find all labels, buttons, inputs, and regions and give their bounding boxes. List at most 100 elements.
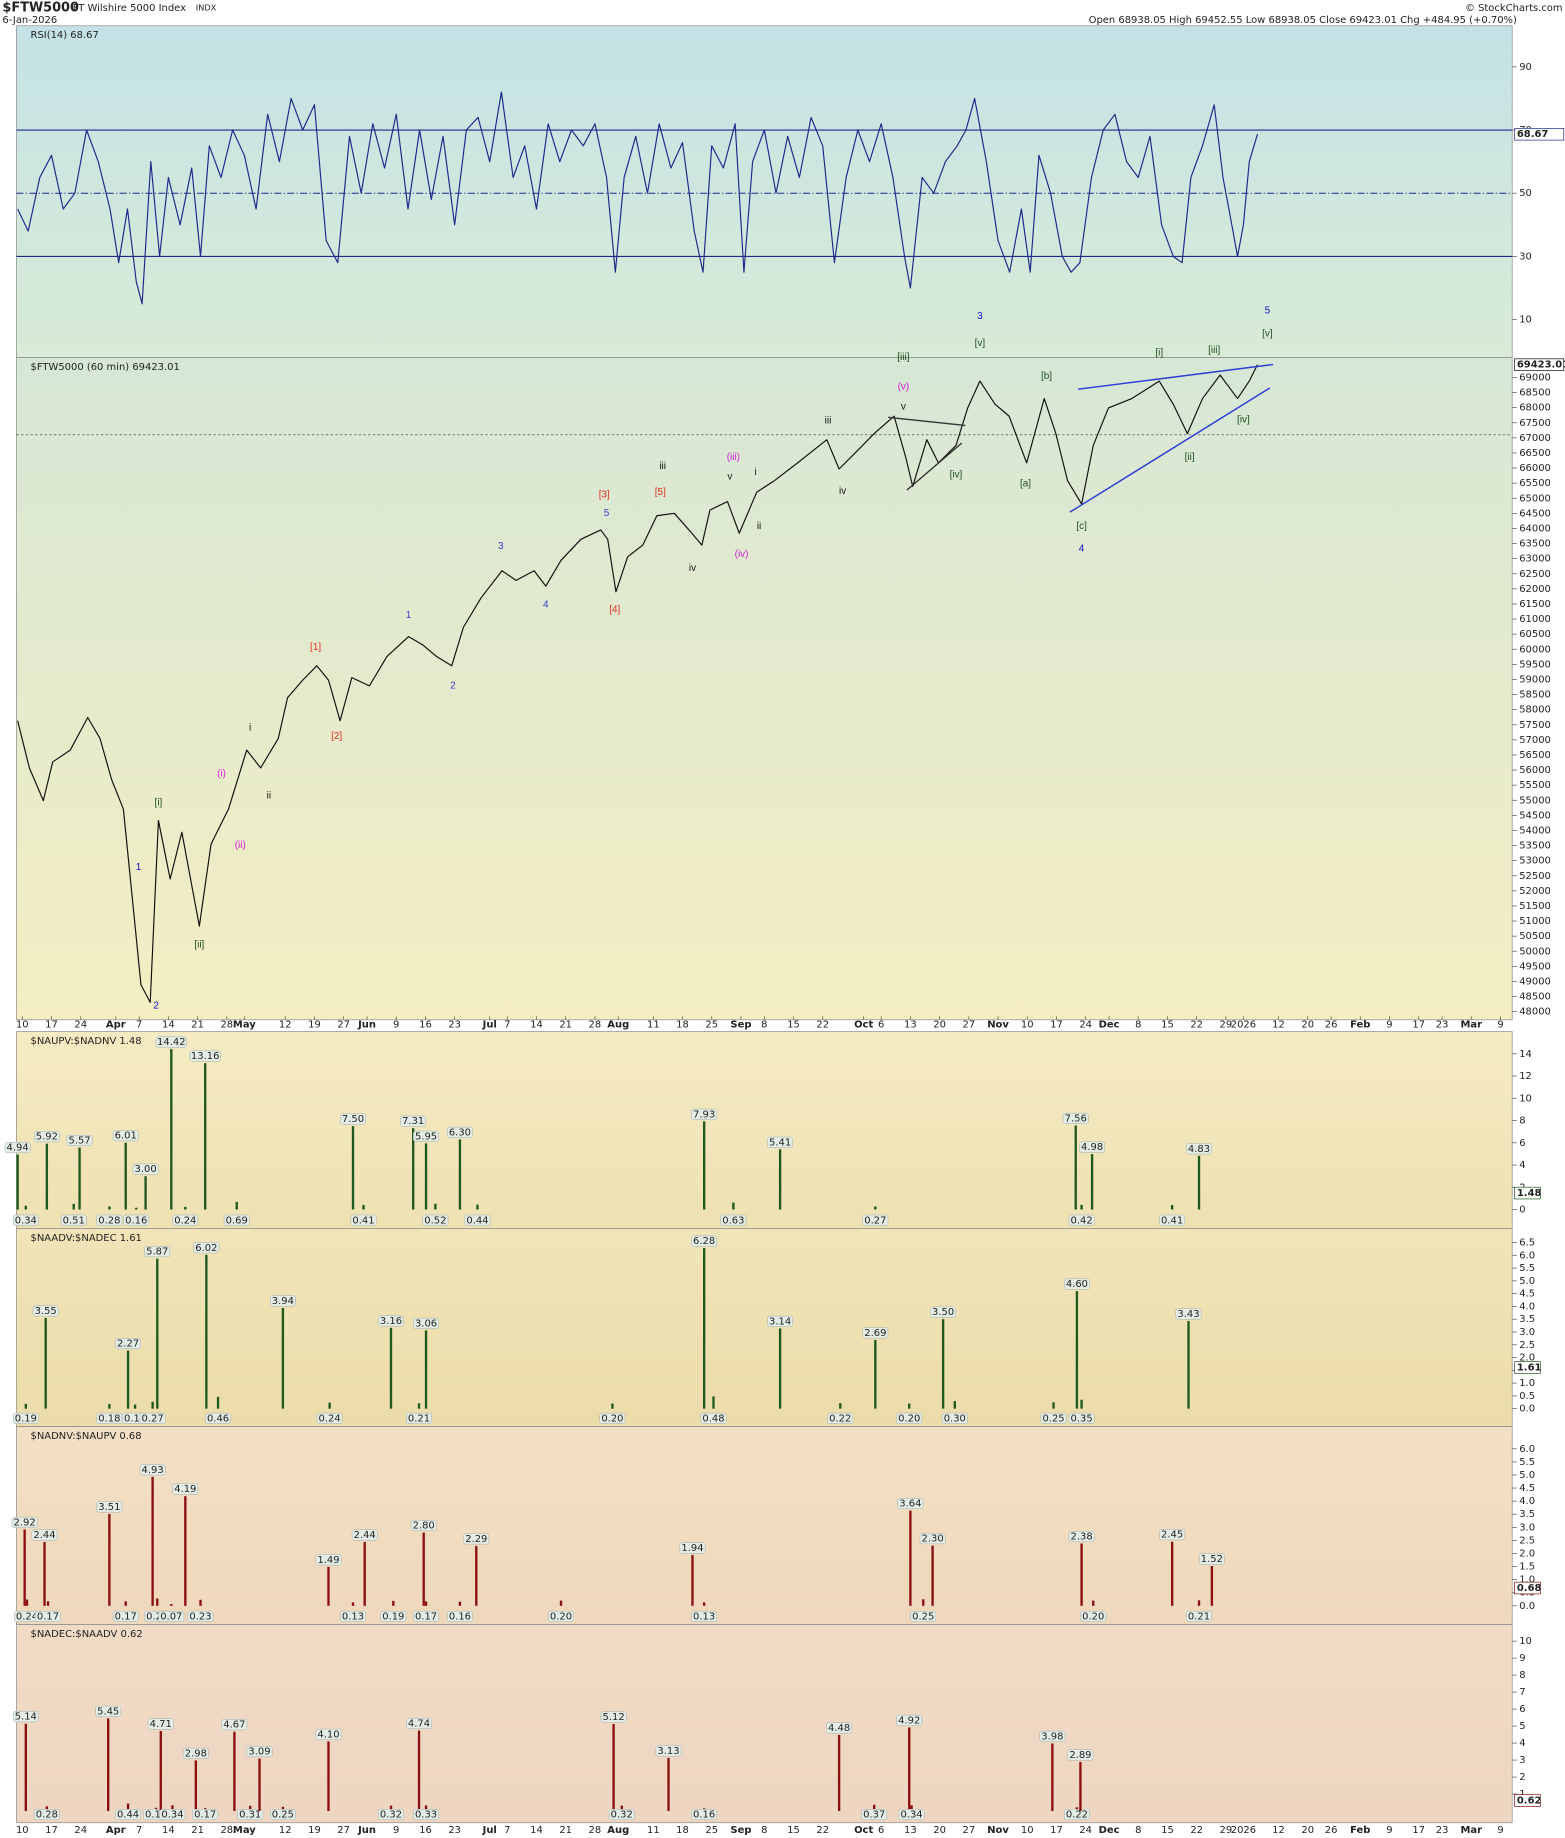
x-tick-label: Nov bbox=[987, 1019, 1009, 1030]
trend-line bbox=[888, 416, 966, 427]
value-label: 3.09 bbox=[248, 1747, 270, 1758]
value-label: 0.22 bbox=[1066, 1810, 1088, 1821]
value-label: 5.95 bbox=[415, 1131, 437, 1142]
value-label: 0.20 bbox=[1082, 1611, 1104, 1622]
x-tick-label: 12 bbox=[279, 1019, 292, 1030]
value-label: 0.19 bbox=[382, 1611, 404, 1622]
x-tick-label: 28 bbox=[589, 1825, 602, 1836]
value-label-box bbox=[350, 1214, 377, 1226]
bar bbox=[126, 1803, 130, 1812]
wave-label: [4] bbox=[609, 604, 620, 615]
value-label: 5.57 bbox=[68, 1136, 90, 1147]
bar bbox=[1090, 1154, 1094, 1210]
y-tick-label: 57000 bbox=[1519, 735, 1551, 746]
trend-line bbox=[1077, 363, 1274, 390]
wave-label: [i] bbox=[1155, 347, 1163, 358]
value-label: 0.25 bbox=[272, 1810, 294, 1821]
value-label-box bbox=[548, 1610, 574, 1622]
value-label-box bbox=[315, 1554, 342, 1566]
value-label: 0.44 bbox=[466, 1215, 488, 1226]
x-tick-label: Dec bbox=[1099, 1825, 1120, 1836]
value-label-box bbox=[410, 1520, 437, 1532]
value-label-box bbox=[155, 1036, 187, 1048]
value-label: 0.30 bbox=[944, 1413, 966, 1424]
bar bbox=[24, 1403, 27, 1409]
x-tick-label: Feb bbox=[1350, 1825, 1370, 1836]
value-label: 0.42 bbox=[1071, 1215, 1093, 1226]
bar bbox=[908, 1727, 911, 1812]
value-label-box bbox=[205, 1412, 231, 1424]
value-label-box bbox=[189, 1050, 221, 1062]
panel-background bbox=[16, 1624, 1513, 1824]
wave-label: (iv) bbox=[735, 549, 749, 560]
value-label-box bbox=[413, 1610, 439, 1622]
y-tick-label: 2 bbox=[1519, 1772, 1525, 1783]
x-tick-label: 22 bbox=[1190, 1019, 1203, 1030]
value-label-box bbox=[400, 1115, 427, 1127]
wave-label: 5 bbox=[1265, 305, 1271, 316]
value-label-box bbox=[139, 1464, 166, 1476]
y-tick-label: 54000 bbox=[1519, 825, 1551, 836]
value-label-box bbox=[691, 1108, 718, 1120]
bar bbox=[249, 1805, 252, 1812]
bar bbox=[107, 1718, 110, 1812]
value-label-box bbox=[1080, 1610, 1107, 1622]
value-label-box bbox=[144, 1246, 171, 1258]
wave-label: [v] bbox=[975, 338, 986, 349]
value-label-box bbox=[246, 1745, 273, 1758]
bar bbox=[233, 1731, 236, 1812]
bar bbox=[45, 1143, 49, 1210]
wave-label: ii bbox=[267, 791, 271, 802]
x-tick-label: Apr bbox=[106, 1019, 126, 1030]
last-value: 68.67 bbox=[1517, 129, 1549, 140]
value-label-box bbox=[33, 1131, 60, 1143]
value-label-box bbox=[147, 1718, 174, 1730]
y-tick-label: 52000 bbox=[1519, 886, 1551, 897]
wave-label: [iii] bbox=[897, 352, 909, 363]
bar bbox=[351, 1126, 355, 1210]
value-label: 6.28 bbox=[693, 1236, 715, 1247]
y-tick-label: 63000 bbox=[1519, 554, 1551, 565]
wave-label: [a] bbox=[1020, 479, 1031, 490]
y-tick-label: 62500 bbox=[1519, 569, 1551, 580]
panel-background bbox=[16, 1031, 1513, 1229]
value-label: 3.06 bbox=[415, 1318, 437, 1329]
value-label: 0.34 bbox=[161, 1810, 183, 1821]
bar bbox=[281, 1806, 285, 1812]
value-label-box bbox=[1064, 1278, 1090, 1290]
value-label-box bbox=[600, 1711, 627, 1723]
bar bbox=[194, 1760, 198, 1812]
value-label-box bbox=[447, 1126, 473, 1138]
value-label-box bbox=[172, 1483, 199, 1495]
last-value-box bbox=[1514, 1186, 1541, 1200]
x-tick-label: 10 bbox=[16, 1825, 29, 1836]
value-label: 0.48 bbox=[702, 1413, 724, 1424]
bar bbox=[424, 1330, 428, 1409]
value-label: 2.29 bbox=[465, 1534, 487, 1545]
x-tick-label: Oct bbox=[854, 1825, 873, 1836]
value-label: 6.01 bbox=[115, 1131, 137, 1142]
bar bbox=[389, 1805, 393, 1812]
value-label-box bbox=[464, 1214, 491, 1226]
bar bbox=[124, 1601, 127, 1606]
bar bbox=[46, 1601, 50, 1606]
y-tick-label: 67000 bbox=[1519, 433, 1551, 444]
copyright: © StockCharts.com bbox=[1465, 3, 1563, 14]
value-label-box bbox=[930, 1306, 957, 1318]
bar bbox=[184, 1496, 187, 1606]
bar bbox=[873, 1804, 876, 1812]
value-label-box bbox=[447, 1610, 473, 1622]
last-value: 1.48 bbox=[1517, 1188, 1542, 1199]
value-label: 3.13 bbox=[657, 1746, 679, 1757]
bar bbox=[458, 1139, 462, 1210]
last-value-box bbox=[1514, 1794, 1541, 1807]
wave-label: [1] bbox=[310, 642, 321, 653]
value-label: 4.74 bbox=[408, 1718, 430, 1729]
bar bbox=[458, 1601, 462, 1606]
wave-label: 4 bbox=[543, 599, 549, 610]
value-label: 3.14 bbox=[769, 1316, 791, 1327]
y-tick-label: 51500 bbox=[1519, 901, 1551, 912]
x-tick-label: 14 bbox=[162, 1019, 175, 1030]
value-label: 4.71 bbox=[150, 1719, 172, 1730]
y-tick-label: 59500 bbox=[1519, 659, 1551, 670]
